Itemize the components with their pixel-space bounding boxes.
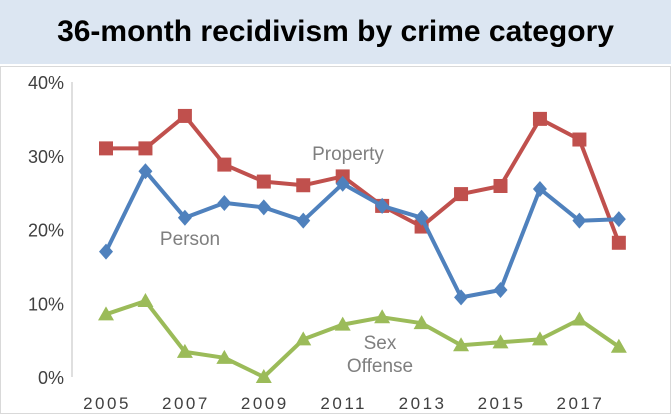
sex-offense-marker: [176, 343, 193, 358]
person-marker: [532, 180, 547, 197]
x-tick-label: 2011: [320, 394, 367, 413]
sex-offense-marker: [492, 334, 509, 349]
sex-offense-marker: [295, 331, 312, 346]
property-marker: [454, 187, 469, 202]
property-line: [106, 113, 621, 244]
property-marker: [138, 141, 153, 156]
sex-offense-marker: [571, 311, 588, 326]
sex-offense-line: [105, 299, 621, 379]
property-marker: [217, 157, 232, 172]
person-marker: [611, 211, 626, 228]
property-marker: [256, 174, 271, 189]
sex-offense-marker: [413, 315, 430, 330]
y-tick-label: 40%: [28, 73, 64, 93]
y-tick-label: 10%: [28, 294, 64, 314]
person-marker: [217, 194, 232, 211]
x-tick-label: 2015: [478, 394, 526, 413]
sex-offense-marker: [610, 338, 627, 353]
person-marker: [335, 175, 350, 192]
property-marker: [493, 178, 508, 193]
property-marker: [99, 141, 113, 156]
chart-title: 36-month recidivism by crime category: [57, 15, 614, 48]
x-tick-label: 2017: [556, 394, 604, 413]
person-marker: [454, 289, 469, 306]
x-tick-label: 2009: [241, 394, 289, 413]
x-tick-label: 2005: [83, 394, 131, 413]
person-marker: [414, 209, 429, 226]
property-marker: [296, 178, 311, 193]
sex-offense-marker: [216, 349, 233, 364]
property-marker: [177, 108, 192, 123]
sex-offense-marker: [374, 309, 391, 324]
person-marker: [99, 243, 113, 260]
person-series-label: Person: [160, 229, 220, 250]
person-line: [104, 169, 619, 300]
sex-offense-marker: [255, 369, 272, 383]
y-tick-label: 30%: [28, 147, 64, 167]
person-marker: [256, 199, 271, 216]
sex-offense-marker: [137, 293, 154, 308]
sex-offense-marker: [334, 316, 351, 331]
x-tick-label: 2007: [162, 394, 210, 413]
person-marker: [493, 281, 508, 298]
property-series-label: Property: [312, 144, 384, 165]
property-marker: [572, 132, 587, 147]
y-tick-label: 20%: [28, 221, 64, 241]
person-marker: [177, 209, 192, 226]
sex-offense-series-label: Sex: [364, 333, 397, 354]
property-marker: [532, 111, 547, 126]
sex-offense-marker: [453, 337, 470, 352]
x-tick-label: 2013: [399, 394, 447, 413]
sex-offense-marker: [98, 306, 114, 321]
chart-title-band: 36-month recidivism by crime category: [0, 0, 671, 64]
person-marker: [572, 212, 587, 229]
property-marker: [611, 235, 626, 250]
person-marker: [296, 212, 311, 229]
person-marker: [375, 197, 390, 214]
y-tick-label: 0%: [38, 368, 64, 388]
person-marker: [138, 163, 153, 180]
sex-offense-series-label: Offense: [347, 356, 413, 377]
sex-offense-marker: [531, 331, 548, 346]
